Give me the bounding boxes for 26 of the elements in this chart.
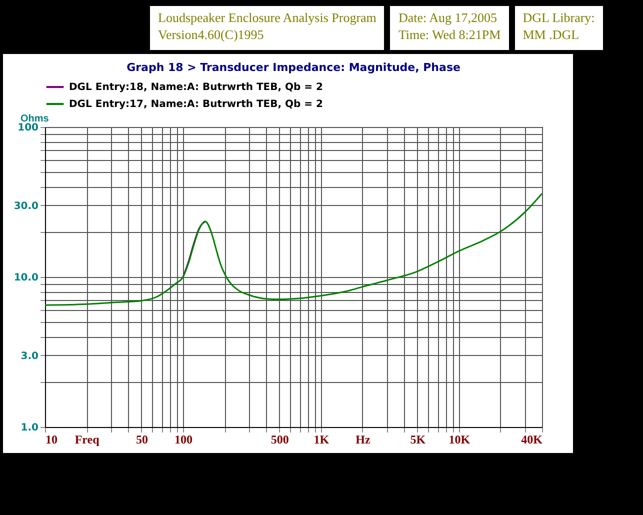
x-tick-label: 40K	[521, 432, 544, 446]
text: MM .DGL	[522, 26, 580, 43]
legend-label: DGL Entry:17, Name:A: Butrwrth TEB, Qb = 2	[69, 99, 324, 110]
y-axis-title: Ohms	[20, 114, 50, 124]
x-tick-label: 10	[46, 432, 58, 446]
x-tick-label: 10K	[448, 432, 471, 446]
y-tick-label: 3.0	[20, 350, 39, 362]
x-tick-label: 50	[136, 432, 148, 446]
y-tick-label: 100	[18, 122, 39, 134]
y-tick-label: 30.0	[14, 200, 39, 212]
y-tick-label: 10.0	[14, 272, 39, 284]
text: Version4.60(C)1995	[158, 26, 265, 43]
legend-label: DGL Entry:18, Name:A: Butrwrth TEB, Qb = 2	[69, 82, 324, 93]
x-tick-label: 100	[174, 432, 192, 446]
text: Date: Aug 17,2005	[398, 9, 498, 26]
line-series	[182, 220, 206, 278]
chart-title: Graph 18 > Transducer Impedance: Magnitude, Phase	[126, 61, 460, 74]
x-tick-label: 500	[270, 432, 289, 446]
x-tick-label: 1K	[314, 432, 330, 446]
text: Time: Wed 8:21PM	[398, 26, 501, 43]
text: Loudspeaker Enclosure Analysis Program	[158, 9, 376, 26]
x-tick-label: Freq	[74, 432, 100, 446]
y-tick-label: 1.0	[20, 422, 39, 434]
x-tick-label: Hz	[356, 432, 371, 446]
x-tick-label: 5K	[410, 432, 426, 446]
text: DGL Library:	[522, 9, 595, 26]
